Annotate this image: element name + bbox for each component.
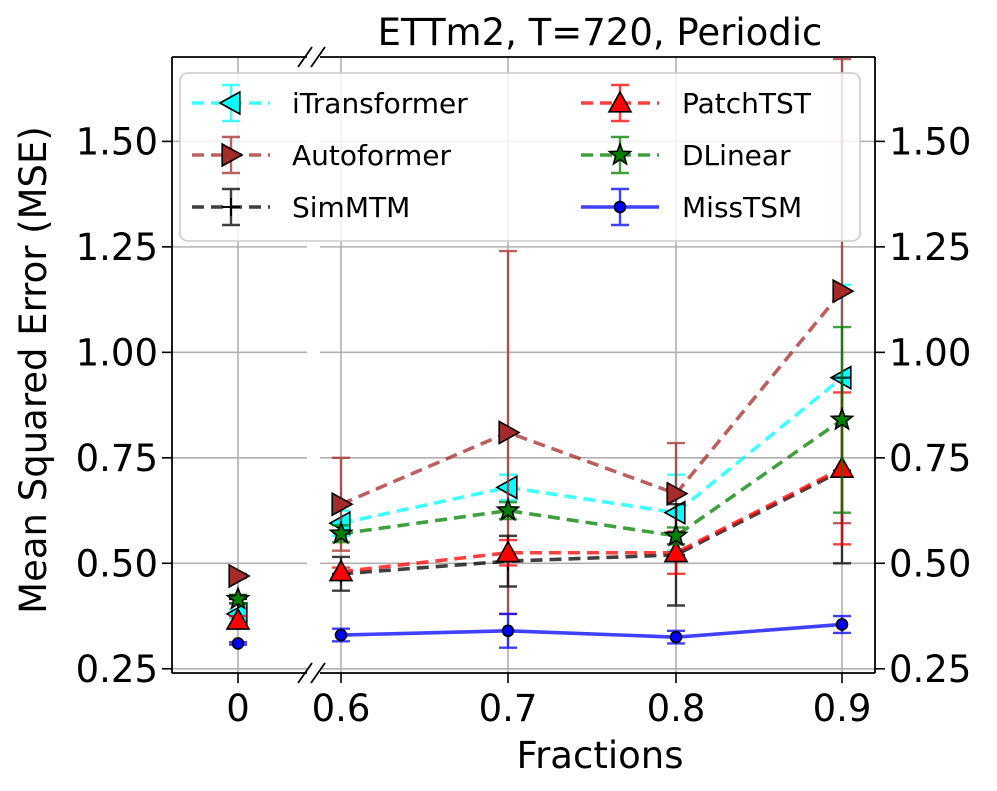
series-simmtm [229, 376, 851, 609]
axes-layer: 0.25 0.25 0.50 0.50 0.75 0.75 1.00 1.00 1.25 1.25… [76, 46, 971, 730]
y-tick-label-left: 1.00 [76, 331, 158, 374]
marker-triangle-right [666, 481, 689, 507]
x-tick-label: 0.8 [647, 687, 706, 730]
axis-break-mark [297, 662, 313, 684]
marker-triangle-right [228, 563, 251, 589]
series-line [340, 290, 844, 506]
y-tick-label-right: 1.25 [889, 226, 971, 269]
marker-star [607, 141, 633, 166]
y-tick-label-right: 0.50 [889, 542, 971, 585]
series-line [340, 376, 844, 525]
marker-star [495, 497, 521, 522]
legend-item-patchtst: PatchTST [581, 83, 812, 123]
x-tick-label: 0 [226, 687, 250, 730]
marker-star [829, 406, 855, 431]
marker-circle [835, 618, 849, 631]
series-dlinear [225, 325, 855, 610]
y-tick-label-right: 0.75 [889, 437, 971, 480]
legend-box [179, 72, 861, 242]
y-tick-label-right: 1.50 [889, 120, 971, 163]
legend-item-dlinear: DLinear [581, 135, 791, 175]
marker-triangle-right [832, 278, 855, 304]
marker-circle [669, 630, 683, 644]
legend-label: iTransformer [292, 87, 468, 120]
marker-triangle-up [607, 90, 633, 113]
y-tick-label-left: 0.25 [76, 648, 158, 691]
x-tick-label: 0.9 [813, 687, 872, 730]
marker-circle [231, 637, 245, 650]
y-tick-label-left: 1.25 [76, 226, 158, 269]
axis-break-mark [310, 662, 326, 684]
marker-triangle-right [498, 420, 521, 445]
marker-triangle-right [221, 142, 244, 168]
x-tick-label: 0.6 [312, 687, 371, 730]
marker-star [328, 520, 354, 545]
series-line [340, 418, 844, 538]
axis-break-mark [297, 46, 313, 68]
series-line [340, 622, 843, 639]
axis-break-mark [310, 46, 326, 68]
legend-label: PatchTST [682, 87, 812, 120]
y-tick-label-left: 1.50 [76, 120, 158, 163]
series-misstsm [229, 612, 851, 650]
data-layer [225, 57, 855, 650]
series-itransformer [225, 283, 852, 627]
marker-plus [222, 198, 240, 216]
legend-label: MissTSM [682, 191, 802, 224]
marker-triangle-up [495, 540, 521, 563]
marker-circle [613, 200, 627, 214]
y-tick-label-right: 0.25 [889, 648, 971, 691]
legend-item-autoformer: Autoformer [192, 135, 452, 175]
legend-item-misstsm: MissTSM [581, 187, 802, 227]
marker-triangle-up [328, 559, 354, 582]
marker-circle [501, 624, 515, 638]
legend-item-itransformer: iTransformer [192, 83, 468, 123]
x-tick-label: 0.7 [479, 687, 538, 730]
marker-circle [334, 628, 348, 642]
legend-label: DLinear [682, 139, 791, 172]
series-line [340, 468, 843, 576]
marker-triangle-up [663, 540, 689, 563]
legend-label: Autoformer [292, 139, 452, 172]
y-axis-label: Mean Squared Error (MSE) [12, 126, 55, 614]
x-axis-label: Fractions [517, 734, 684, 777]
marker-triangle-right [331, 491, 354, 517]
y-tick-label-left: 0.75 [76, 437, 158, 480]
marker-triangle-up [225, 607, 251, 630]
marker-triangle-left [218, 90, 241, 116]
chart-title: ETTm2, T=720, Periodic [378, 11, 823, 54]
series-line [340, 466, 843, 574]
marker-star [225, 585, 251, 610]
legend: iTransformer Autoformer SimMTM PatchTST DLin… [179, 72, 861, 242]
y-tick-label-right: 1.00 [889, 331, 971, 374]
marker-star [663, 522, 689, 547]
series-patchtst [225, 391, 855, 630]
legend-label: SimMTM [292, 191, 410, 224]
y-tick-label-left: 0.50 [76, 542, 158, 585]
legend-item-simmtm: SimMTM [192, 187, 410, 227]
